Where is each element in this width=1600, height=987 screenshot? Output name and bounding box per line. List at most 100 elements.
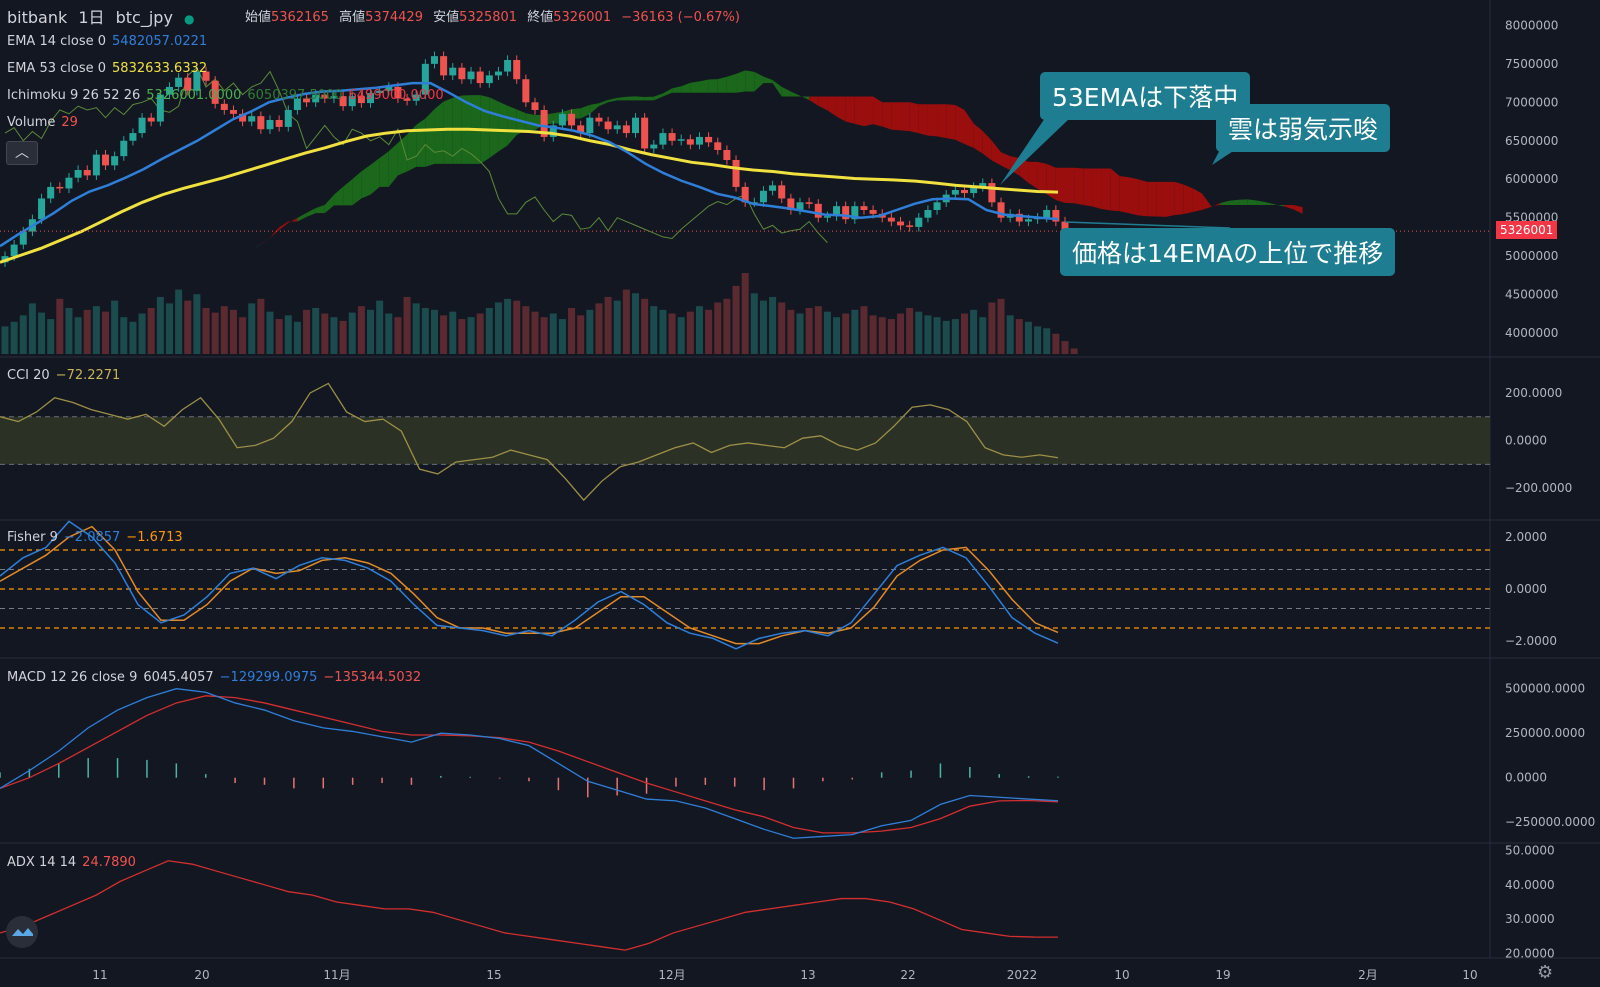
- candle-body: [686, 139, 694, 145]
- volume-bar: [312, 308, 320, 354]
- adx-tick-label: 20.0000: [1505, 947, 1555, 961]
- ema14-line: [0, 81, 1059, 248]
- volume-bar: [540, 317, 548, 354]
- ichimoku-cloud-segment: [1202, 193, 1212, 210]
- volume-bar: [19, 315, 27, 354]
- ichimoku-cloud-segment: [1101, 168, 1111, 211]
- ichimoku-cloud-segment: [790, 91, 800, 97]
- ichimoku-cloud-segment: [1238, 199, 1248, 205]
- x-axis-label: 10: [1462, 968, 1477, 982]
- ichimoku-cloud-segment: [498, 101, 508, 152]
- legend-volume[interactable]: Volume 29: [7, 115, 84, 130]
- volume-bar: [1006, 315, 1014, 354]
- volume-bar: [869, 315, 877, 354]
- price-tick-label: 7000000: [1505, 95, 1558, 109]
- price-tick-label: 6500000: [1505, 134, 1558, 148]
- callout-cloud-bearish[interactable]: 雲は弱気示唆: [1216, 104, 1391, 152]
- volume-bar: [92, 306, 100, 354]
- candle-body: [988, 183, 996, 203]
- ichimoku-cloud-segment: [608, 97, 618, 103]
- volume-bar: [476, 313, 484, 354]
- legend-ema14[interactable]: EMA 14 close 0 5482057.0221: [7, 34, 213, 49]
- legend-cci[interactable]: CCI 20 −72.2271: [7, 368, 126, 383]
- ichimoku-value-3: 6499000.0000: [348, 88, 444, 103]
- ichimoku-cloud-segment: [1284, 205, 1294, 210]
- fisher-trigger-line: [0, 525, 1059, 645]
- volume-bar: [303, 309, 311, 354]
- settings-gear-icon[interactable]: ⚙: [1537, 962, 1554, 983]
- candle-body: [92, 154, 100, 176]
- ichimoku-cloud-segment: [251, 243, 261, 251]
- volume-bar: [239, 317, 247, 354]
- candle-body: [796, 202, 804, 210]
- candle-body: [650, 144, 658, 149]
- ichimoku-cloud-segment: [717, 76, 727, 93]
- ichimoku-cloud-segment: [1229, 199, 1239, 205]
- volume-bar: [723, 298, 731, 354]
- fisher-tick-label: −2.0000: [1505, 634, 1557, 648]
- open-label: 始値: [245, 10, 272, 25]
- x-axis-label: 2月: [1358, 968, 1378, 982]
- volume-bar: [56, 298, 64, 354]
- candle-body: [659, 133, 667, 145]
- volume-bar: [284, 315, 292, 354]
- candle-body: [504, 60, 512, 72]
- price-tick-label: 7500000: [1505, 57, 1558, 71]
- ichimoku-cloud-segment: [982, 131, 992, 161]
- volume-bar: [485, 308, 493, 354]
- volume-bar: [430, 309, 438, 354]
- ichimoku-cloud-segment: [1156, 181, 1166, 217]
- ichimoku-cloud-segment: [937, 104, 947, 139]
- candle-body: [47, 186, 55, 199]
- legend-adx[interactable]: ADX 14 14 24.7890: [7, 855, 142, 870]
- volume-bar: [650, 306, 658, 354]
- candle-body: [421, 63, 429, 95]
- legend-ichimoku[interactable]: Ichimoku 9 26 52 26 5326001.0000 6050397.5…: [7, 88, 450, 103]
- callout-price-above-ema14[interactable]: 価格は14EMAの上位で推移: [1060, 228, 1396, 276]
- volume-bar: [248, 303, 256, 354]
- ichimoku-cloud-segment: [1165, 181, 1175, 217]
- high-label: 高値: [339, 10, 366, 25]
- candle-body: [1061, 221, 1069, 232]
- callout-ema53-falling[interactable]: 53EMAは下落中: [1040, 72, 1251, 120]
- ichimoku-cloud-segment: [434, 101, 444, 164]
- volume-bar: [604, 296, 612, 354]
- symbol-name[interactable]: bitbank: [7, 8, 68, 27]
- volume-bar: [759, 300, 767, 354]
- ichimoku-cloud-segment: [626, 96, 636, 101]
- x-axis-label: 11月: [323, 968, 350, 982]
- candle-body: [485, 75, 493, 84]
- tradingview-logo[interactable]: [6, 916, 38, 948]
- candle-body: [38, 198, 46, 220]
- candle-body: [549, 125, 557, 137]
- x-axis-label: 13: [800, 968, 815, 982]
- ichimoku-cloud-segment: [388, 142, 398, 187]
- candle-body: [266, 120, 274, 130]
- legend-ema53[interactable]: EMA 53 close 0 5832633.6332: [7, 61, 213, 76]
- volume-bar: [83, 309, 91, 354]
- candle-body: [56, 186, 64, 189]
- interval[interactable]: 1日: [78, 8, 105, 27]
- collapse-legend-button[interactable]: ︿: [6, 141, 38, 165]
- ichimoku-cloud-segment: [379, 151, 389, 187]
- legend-fisher[interactable]: Fisher 9 −2.0857 −1.6713: [7, 530, 189, 545]
- volume-bar: [997, 298, 1005, 354]
- ichimoku-value-1: 5326001.0000: [146, 88, 242, 103]
- candle-body: [960, 190, 968, 194]
- candle-body: [165, 86, 173, 95]
- volume-bar: [897, 313, 905, 354]
- candle-body: [83, 170, 91, 176]
- x-axis-label: 19: [1215, 968, 1230, 982]
- candle-body: [376, 90, 384, 94]
- ichimoku-cloud-segment: [708, 79, 718, 93]
- macd-label: MACD 12 26 close 9: [7, 670, 138, 685]
- volume-bar: [266, 311, 274, 354]
- cci-line: [0, 382, 1059, 502]
- volume-bar: [165, 303, 173, 354]
- ichimoku-cloud-segment: [1174, 181, 1184, 216]
- legend-macd[interactable]: MACD 12 26 close 9 6045.4057 −129299.0975−…: [7, 670, 427, 685]
- candle-body: [522, 79, 530, 103]
- candle-body: [458, 67, 466, 80]
- pair[interactable]: btc_jpy: [115, 8, 173, 27]
